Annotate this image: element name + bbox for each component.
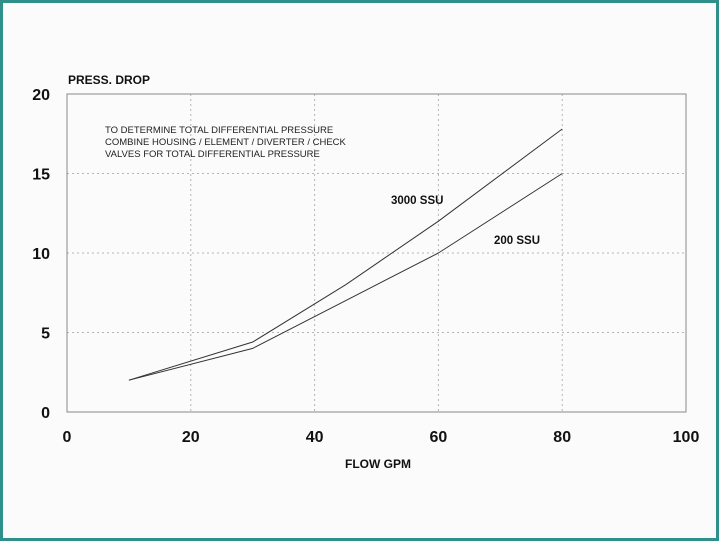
x-tick-label: 0 xyxy=(63,429,72,446)
series-label-200-ssu: 200 SSU xyxy=(494,235,540,247)
annotation-line-2: COMBINE HOUSING / ELEMENT / DIVERTER / C… xyxy=(105,137,347,148)
y-axis-title: PRESS. DROP xyxy=(68,73,150,87)
x-axis-title: FLOW GPM xyxy=(345,457,411,471)
y-tick-label: 10 xyxy=(32,246,50,263)
x-tick-label: 20 xyxy=(182,429,200,446)
annotation-line-1: TO DETERMINE TOTAL DIFFERENTIAL PRESSURE xyxy=(105,125,333,136)
y-tick-label: 5 xyxy=(41,326,50,343)
x-tick-label: 60 xyxy=(430,429,448,446)
y-tick-label: 20 xyxy=(32,87,50,104)
plot-area-border xyxy=(66,93,687,413)
y-tick-label: 0 xyxy=(41,405,50,422)
series-lines xyxy=(128,128,563,381)
annotation-line-3: VALVES FOR TOTAL DIFFERENTIAL PRESSURE xyxy=(105,149,320,160)
y-tick-labels: 0 5 10 15 20 xyxy=(32,87,50,422)
x-tick-labels: 0 20 40 60 80 100 xyxy=(63,429,700,446)
y-tick-label: 15 xyxy=(32,167,50,184)
x-tick-label: 40 xyxy=(306,429,324,446)
series-line-3000-ssu xyxy=(128,128,563,381)
series-line-200-ssu xyxy=(128,173,563,381)
x-tick-label: 80 xyxy=(553,429,571,446)
x-tick-label: 100 xyxy=(673,429,700,446)
grid-lines xyxy=(67,94,686,412)
series-label-3000-ssu: 3000 SSU xyxy=(391,195,443,207)
